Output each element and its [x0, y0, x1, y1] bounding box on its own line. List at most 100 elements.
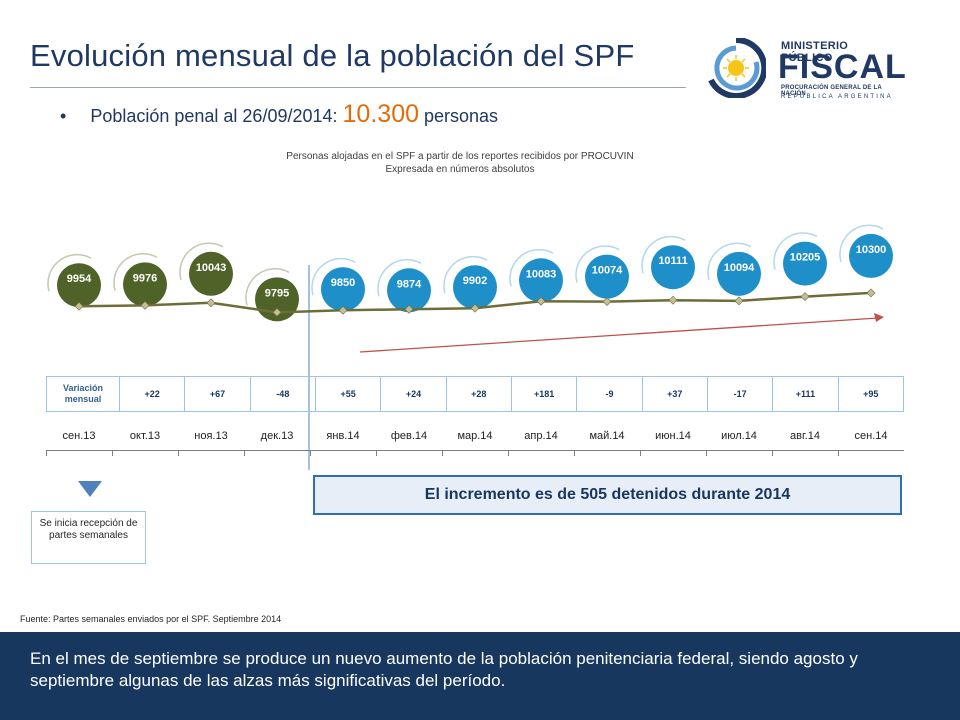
bubble: [651, 245, 695, 290]
variation-header: Variación mensual: [46, 376, 120, 412]
data-label: 10300: [856, 244, 887, 256]
data-label: 10083: [526, 268, 557, 280]
data-label: 9850: [331, 277, 355, 289]
data-label: 9795: [265, 287, 289, 299]
month-tick: [244, 451, 245, 456]
title-divider: [30, 87, 686, 88]
month-tick: [46, 451, 47, 456]
variation-row: Variación mensual +22 +67 -48 +55 +24 +28 +181…: [46, 376, 905, 412]
month-tick: [310, 451, 311, 456]
variation-table: Variación mensual +22 +67 -48 +55 +24 +28 +181…: [46, 376, 905, 412]
month-tick: [706, 451, 707, 456]
variation-cell: +111: [772, 376, 839, 412]
bubble-arc: [311, 257, 356, 296]
footer-band: En el mes de septiembre se produce un nu…: [0, 632, 960, 720]
data-label: 9954: [67, 273, 92, 285]
bubble-arc: [443, 255, 488, 294]
month-tick: [508, 451, 509, 456]
data-label: 10111: [658, 255, 687, 267]
bullet-prefix: Población penal al 26/09/2014: [90, 106, 333, 126]
bubble: [387, 268, 431, 313]
month-tick: [178, 451, 179, 456]
variation-cell: -17: [706, 376, 774, 412]
logo-line-2: FISCAL: [778, 48, 907, 86]
logo-line-1: MINISTERIO PÚBLICO: [781, 40, 849, 64]
variation-cell: +28: [445, 376, 512, 412]
data-point: [74, 301, 84, 311]
variation-cell: +22: [118, 376, 186, 412]
bubble-arc: [113, 253, 158, 291]
variation-cell: -48: [249, 376, 316, 412]
data-label: 10094: [724, 262, 755, 274]
data-point: [338, 305, 348, 315]
bubble: [717, 251, 761, 296]
bubble-arc: [509, 248, 554, 287]
data-label: 10205: [790, 252, 821, 264]
bubble: [849, 233, 893, 278]
month-tick: [112, 451, 113, 456]
bubble: [321, 267, 365, 312]
bubble-arc: [575, 245, 620, 283]
data-point: [800, 292, 810, 302]
month-label: фев.14: [390, 430, 428, 442]
data-point: [470, 303, 480, 313]
month-tick: [772, 451, 773, 456]
data-label: 9874: [397, 278, 422, 290]
chart-subtitle-2: Expresada en números absolutos: [385, 164, 535, 175]
bubble: [189, 251, 233, 296]
month-label: окт.13: [129, 430, 161, 442]
data-label: 9976: [133, 272, 157, 284]
month-label: сен.14: [854, 430, 888, 442]
bubble-arc: [641, 235, 686, 274]
variation-cell: +55: [314, 376, 382, 412]
variation-cell: +95: [837, 376, 905, 412]
month-tick: [574, 451, 575, 456]
data-point: [734, 296, 744, 306]
weekly-reports-note: Se inicia recepción de partes semanales: [31, 511, 146, 564]
month-label: май.14: [589, 430, 625, 442]
bullet-dot: •: [60, 106, 67, 126]
bubble: [585, 254, 629, 299]
month-tick: [442, 451, 443, 456]
data-label: 10043: [196, 262, 227, 274]
variation-cell: +181: [510, 376, 578, 412]
bubble: [57, 263, 101, 308]
ministerio-publico-fiscal-logo: MINISTERIO PÚBLICO FISCAL PROCURACIÓN GE…: [706, 36, 906, 104]
bubble-arc: [179, 242, 224, 281]
month-tick: [838, 451, 839, 456]
month-label: янв.14: [326, 430, 360, 442]
month-label: апр.14: [524, 430, 558, 442]
variation-cell: +24: [380, 376, 447, 412]
month-label: июл.14: [721, 430, 757, 442]
bubble-arc: [377, 259, 422, 297]
page-title: Evolución mensual de la población del SP…: [30, 38, 635, 73]
bubble-arc: [245, 268, 290, 306]
bubble: [123, 262, 167, 307]
bullet-value: 10.300: [342, 100, 419, 128]
sun-seal-icon: [708, 38, 766, 98]
month-label: июн.14: [655, 430, 691, 442]
increment-banner: El incremento es de 505 detenidos durant…: [313, 475, 902, 515]
data-point: [866, 288, 876, 298]
bubble: [519, 258, 563, 303]
data-point: [206, 298, 216, 308]
bubble-arc: [707, 242, 752, 281]
data-label: 9902: [463, 275, 487, 287]
month-label: ноя.13: [194, 430, 228, 442]
month-label: мар.14: [457, 430, 493, 442]
data-point: [140, 300, 150, 310]
variation-cell: -9: [576, 376, 643, 412]
logo-line-3: PROCURACIÓN GENERAL DE LA NACIÓN: [781, 85, 882, 97]
source-note: Fuente: Partes semanales enviados por el…: [20, 614, 282, 624]
population-chart: 9954 9976 10043 9795 9850 9874 9902 10083 10074 1…: [47, 224, 893, 470]
variation-cell: +67: [184, 376, 251, 412]
month-label: сен.13: [62, 430, 96, 442]
chart-subtitle-1: Personas alojadas en el SPF a partir de …: [286, 151, 634, 162]
month-axis-line: [46, 450, 904, 457]
population-bullet: • Población penal al 26/09/2014: 10.300 p…: [60, 100, 498, 129]
data-label: 10074: [592, 265, 623, 277]
logo-line-4: REPÚBLICA ARGENTINA: [781, 94, 893, 100]
bubble-arc: [773, 232, 818, 270]
month-tick: [640, 451, 641, 456]
data-point: [272, 307, 282, 317]
